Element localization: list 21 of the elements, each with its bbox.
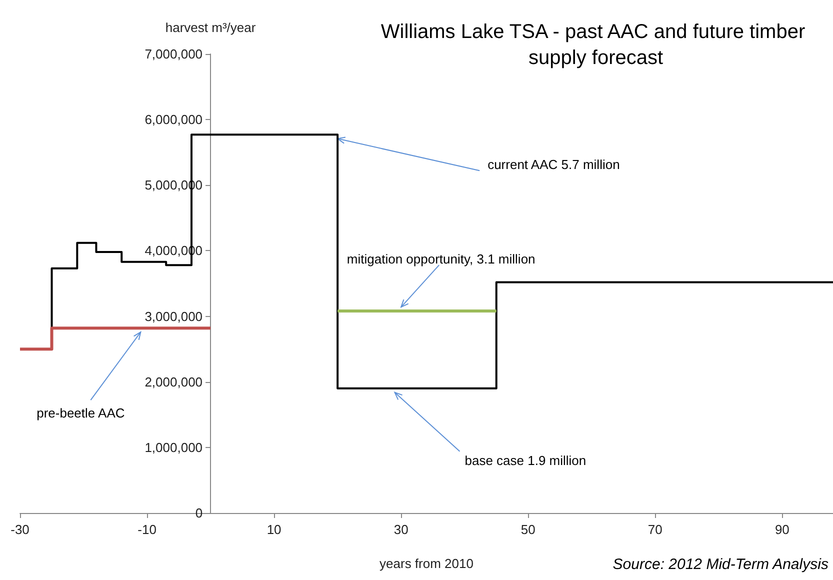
x-tick-label: 30 xyxy=(394,522,408,537)
annotation: pre-beetle AAC xyxy=(36,406,125,421)
y-tick-label: 0 xyxy=(195,506,203,520)
x-tick-label: -30 xyxy=(10,522,30,537)
source-note: Source: 2012 Mid-Term Analysis xyxy=(612,556,829,573)
y-tick-label: 2,000,000 xyxy=(144,374,203,390)
x-tick-label: 90 xyxy=(774,522,790,537)
chart-title: Williams Lake TSA - past AAC and future timber supply forecast xyxy=(380,21,806,69)
x-axis-title: years from 2010 xyxy=(380,556,474,571)
y-tick-label: 1,000,000 xyxy=(144,440,203,455)
y-tick-label: 7,000,000 xyxy=(144,46,203,62)
y-axis-title: harvest m³/year xyxy=(165,20,256,35)
annotation: base case 1.9 million xyxy=(464,452,586,468)
y-tick-label: 3,000,000 xyxy=(144,308,203,324)
annotation: mitigation opportunity, 3.1 million xyxy=(346,252,536,267)
y-tick-label: 6,000,000 xyxy=(144,112,203,128)
x-tick-label: -10 xyxy=(138,522,156,537)
x-tick-label: 70 xyxy=(648,522,662,537)
annotation: current AAC 5.7 million xyxy=(488,157,620,172)
x-tick-label: 50 xyxy=(520,522,536,537)
x-tick-label: 10 xyxy=(266,522,282,537)
